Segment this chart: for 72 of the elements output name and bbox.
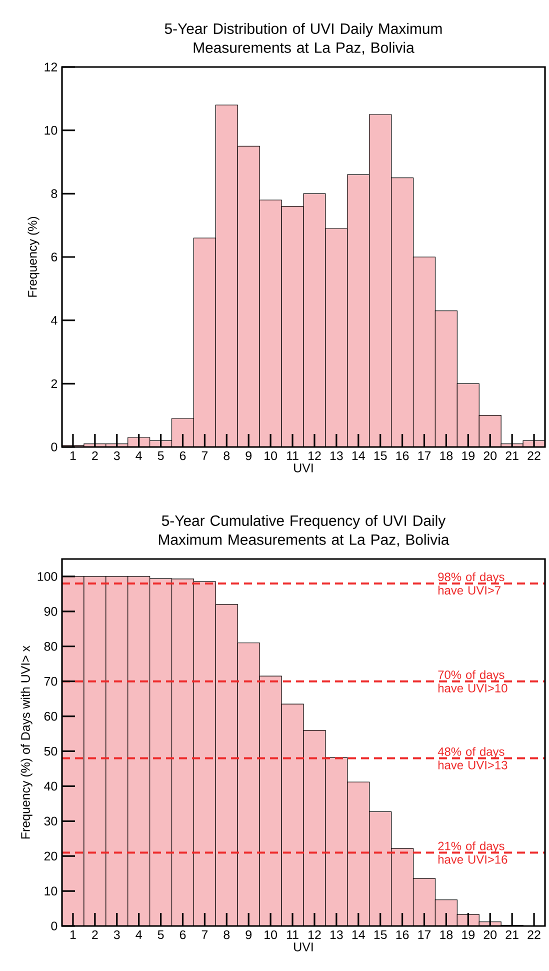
x-tick-label: 22 — [528, 451, 540, 460]
y-tick-label: 4 — [51, 316, 58, 325]
x-tick-label: 19 — [462, 451, 475, 460]
y-axis-title: Frequency (%) of Days with UVI> x — [20, 646, 32, 839]
x-tick-label: 7 — [202, 451, 208, 460]
y-tick-label: 8 — [51, 189, 58, 198]
x-tick-label: 4 — [136, 930, 142, 939]
x-tick-label: 22 — [528, 930, 540, 940]
x-tick-label: 14 — [352, 451, 365, 460]
x-tick-label: 17 — [418, 930, 431, 939]
x-tick-label: 16 — [396, 930, 409, 940]
y-tick-label: 6 — [51, 252, 58, 262]
x-tick-label: 1 — [70, 930, 76, 939]
y-tick-label: 0 — [51, 442, 58, 452]
y-tick-label: 0 — [51, 922, 58, 930]
x-tick-label: 11 — [287, 451, 298, 460]
y-tick-label: 80 — [44, 642, 58, 651]
chart-title: 5-Year Distribution of UVI Daily Maximum Measurements at La Paz, Bolivia — [164, 22, 442, 55]
x-tick-label: 1 — [70, 451, 76, 460]
y-tick-label: 10 — [44, 886, 58, 896]
x-tick-label: 12 — [308, 451, 321, 460]
x-tick-label: 3 — [114, 930, 120, 940]
x-tick-label: 19 — [462, 930, 475, 940]
x-tick-label: 6 — [180, 451, 186, 460]
x-tick-label: 6 — [180, 930, 186, 940]
y-tick-label: 10 — [44, 126, 58, 135]
y-tick-label: 60 — [44, 712, 58, 721]
x-tick-label: 10 — [264, 930, 278, 940]
x-tick-label: 4 — [136, 451, 142, 460]
y-tick-label: 50 — [44, 746, 58, 756]
x-tick-label: 18 — [440, 930, 453, 940]
x-tick-label: 20 — [484, 930, 497, 940]
y-axis-title: Frequency (%) — [28, 216, 40, 297]
x-tick-label: 15 — [374, 451, 387, 460]
x-tick-label: 13 — [330, 930, 343, 940]
x-tick-label: 14 — [352, 930, 365, 939]
y-tick-label: 12 — [44, 62, 58, 72]
y-tick-label: 100 — [38, 572, 58, 581]
x-tick-label: 3 — [114, 451, 120, 460]
y-tick-label: 90 — [44, 607, 58, 616]
x-tick-label: 16 — [396, 451, 409, 460]
x-tick-label: 5 — [158, 930, 164, 940]
x-tick-label: 18 — [440, 451, 453, 460]
y-tick-label: 70 — [44, 676, 58, 686]
x-tick-label: 11 — [287, 930, 298, 939]
x-tick-label: 12 — [308, 930, 321, 940]
x-tick-label: 15 — [374, 930, 387, 940]
y-tick-label: 2 — [51, 379, 58, 388]
x-axis-title: UVI — [294, 464, 313, 472]
x-tick-label: 10 — [264, 451, 278, 460]
x-tick-label: 2 — [92, 451, 98, 460]
x-tick-label: 5 — [158, 451, 164, 460]
x-tick-label: 8 — [224, 451, 230, 460]
y-tick-label: 30 — [44, 816, 58, 826]
x-tick-label: 8 — [224, 930, 230, 940]
ref-line-label: 48% of days have UVI>13 — [438, 747, 508, 770]
chart-title: 5-Year Cumulative Frequency of UVI Daily Maximum Measurements at La Paz, Bolivia — [158, 515, 450, 547]
x-tick-label: 13 — [330, 451, 343, 460]
ref-line-label: 98% of days have UVI>7 — [438, 572, 504, 595]
x-axis-title: UVI — [294, 942, 313, 952]
x-tick-label: 9 — [246, 930, 252, 940]
x-tick-label: 20 — [484, 451, 497, 460]
x-tick-label: 2 — [92, 930, 98, 940]
x-tick-label: 7 — [202, 930, 208, 939]
x-tick-label: 21 — [506, 930, 518, 940]
y-tick-label: 40 — [44, 782, 58, 791]
ref-line-label: 70% of days have UVI>10 — [438, 670, 508, 692]
x-tick-label: 21 — [506, 451, 518, 460]
x-tick-label: 17 — [418, 451, 431, 460]
y-tick-label: 20 — [44, 852, 58, 861]
x-tick-label: 9 — [246, 451, 252, 460]
ref-line-label: 21% of days have UVI>16 — [438, 841, 508, 864]
